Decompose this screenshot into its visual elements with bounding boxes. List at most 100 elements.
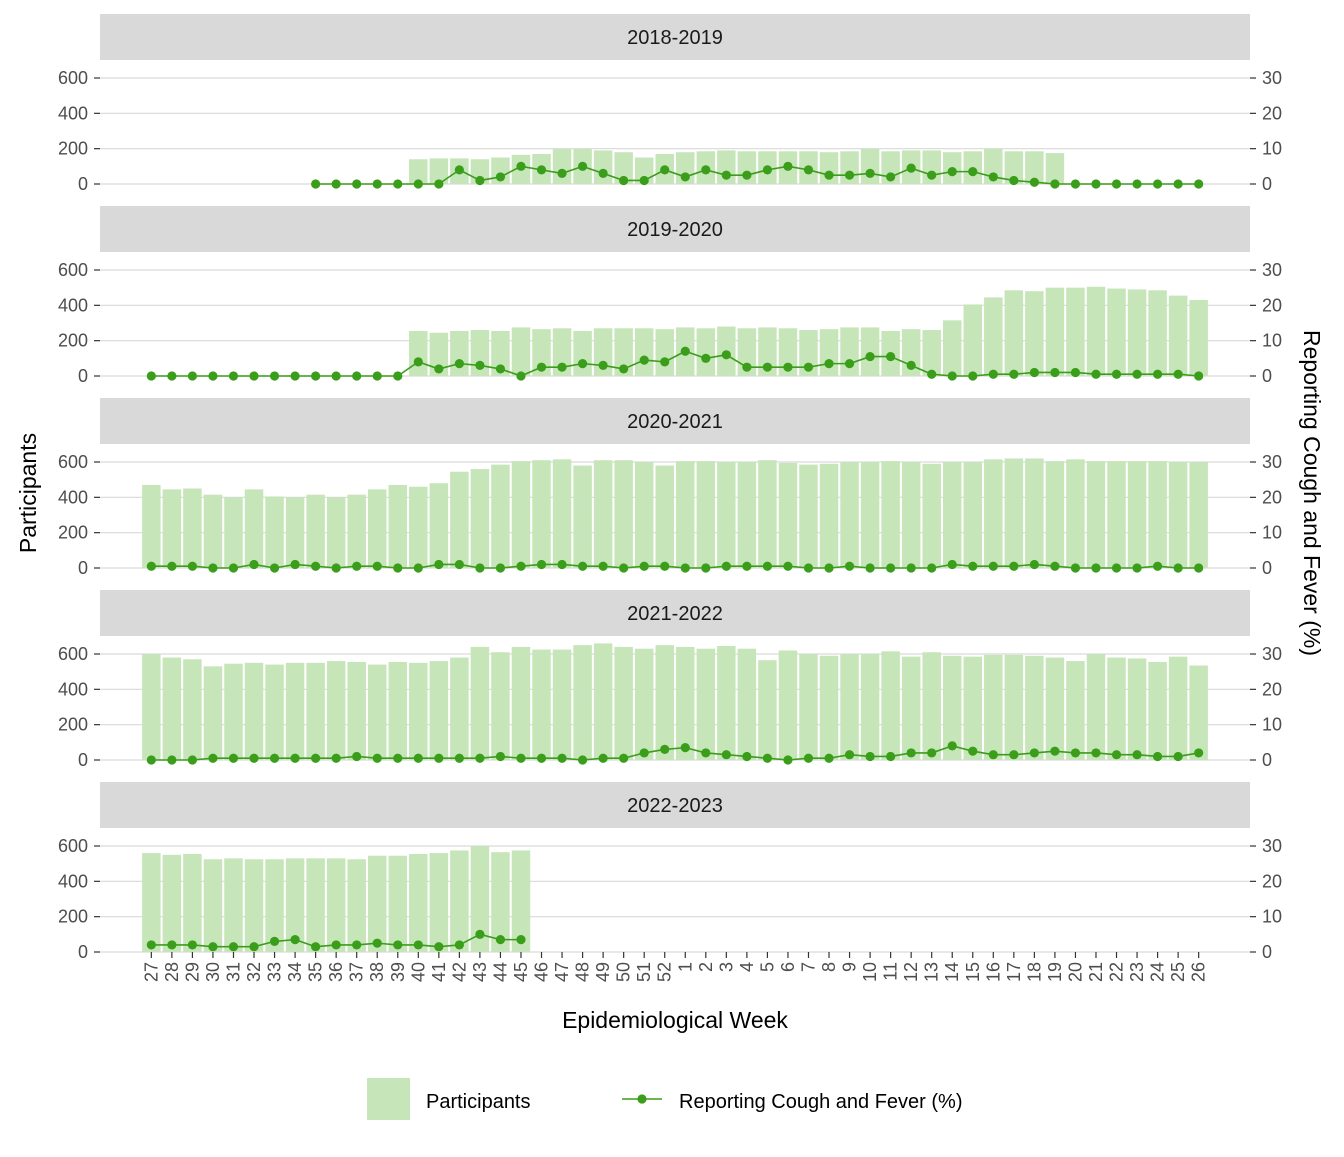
- cough-fever-point: [372, 561, 382, 571]
- participants-bar: [1086, 286, 1106, 376]
- participants-bar: [388, 855, 408, 952]
- participants-bar: [142, 853, 161, 952]
- participants-bar: [1066, 661, 1085, 760]
- cough-fever-point: [721, 350, 731, 360]
- participants-bar: [984, 297, 1003, 376]
- participants-bar: [183, 853, 202, 952]
- x-tick-label: 42: [449, 962, 469, 982]
- participants-bar: [758, 460, 777, 568]
- cough-fever-point: [906, 748, 916, 758]
- right-tick-label: 10: [1262, 331, 1282, 351]
- left-tick-label: 0: [78, 174, 88, 194]
- cough-fever-point: [249, 753, 259, 763]
- cough-fever-point: [434, 179, 444, 189]
- participants-bar: [737, 648, 757, 760]
- right-tick-label: 0: [1262, 366, 1272, 386]
- cough-fever-point: [865, 168, 875, 178]
- cough-fever-point: [249, 371, 259, 381]
- x-tick-label: 35: [306, 962, 326, 982]
- cough-fever-point: [393, 563, 403, 573]
- participants-bar: [429, 853, 449, 952]
- cough-fever-point: [824, 359, 834, 369]
- x-tick-label: 25: [1168, 962, 1188, 982]
- left-tick-label: 400: [58, 871, 88, 891]
- cough-fever-point: [1070, 563, 1081, 573]
- cough-fever-point: [495, 364, 506, 374]
- participants-bar: [799, 464, 818, 568]
- participants-bar: [1045, 461, 1065, 568]
- panel-strip-label: 2022-2023: [627, 795, 723, 817]
- participants-bar: [285, 497, 305, 568]
- cough-fever-point: [968, 746, 978, 756]
- right-tick-label: 10: [1262, 523, 1282, 543]
- cough-fever-point: [701, 165, 711, 175]
- cough-fever-point: [1009, 750, 1019, 760]
- x-tick-label: 31: [223, 962, 243, 982]
- participants-bar: [717, 462, 736, 568]
- cough-fever-point: [824, 753, 834, 763]
- cough-fever-point: [475, 175, 485, 186]
- cough-fever-point: [269, 371, 280, 381]
- participants-bar: [1086, 461, 1106, 568]
- participants-bar: [942, 462, 962, 568]
- participants-bar: [511, 461, 531, 568]
- participants-bar: [778, 328, 798, 376]
- left-tick-label: 200: [58, 907, 88, 927]
- cough-fever-point: [454, 753, 464, 763]
- cough-fever-point: [1152, 369, 1163, 379]
- participants-bar: [860, 654, 880, 760]
- x-tick-label: 24: [1148, 962, 1168, 982]
- panel-2019-2020: 2019-2020 0 200 400 600 0 10 20 30: [58, 206, 1282, 386]
- cough-fever-point: [516, 371, 526, 381]
- x-tick-label: 8: [819, 962, 839, 972]
- cough-fever-point: [988, 369, 998, 379]
- cough-fever-point: [598, 360, 608, 370]
- x-tick-label: 48: [573, 962, 593, 982]
- cough-fever-point: [372, 371, 382, 381]
- participants-bar: [532, 649, 551, 760]
- participants-bar: [881, 651, 900, 760]
- participants-bar: [326, 497, 346, 568]
- right-tick-label: 20: [1262, 487, 1282, 507]
- cough-fever-point: [557, 559, 567, 570]
- participants-bar: [984, 459, 1003, 568]
- participants-bar: [758, 327, 777, 376]
- legend: Participants Reporting Cough and Fever (%…: [367, 1078, 962, 1120]
- participants-bar: [1066, 287, 1085, 376]
- cough-fever-point: [844, 359, 855, 369]
- cough-fever-point: [228, 563, 239, 573]
- cough-fever-point: [434, 559, 444, 570]
- participants-bar: [511, 327, 531, 376]
- cough-fever-point: [372, 179, 382, 189]
- left-tick-label: 200: [58, 331, 88, 351]
- x-tick-label: 36: [326, 962, 346, 982]
- cough-fever-point: [1070, 748, 1081, 758]
- right-axis-title: Reporting Cough and Fever (%): [1299, 330, 1325, 656]
- x-tick-label: 18: [1024, 962, 1044, 982]
- participants-bar: [1004, 290, 1024, 376]
- cough-fever-point: [927, 563, 937, 573]
- panel-strip-label: 2020-2021: [627, 411, 723, 433]
- participants-bar: [696, 648, 716, 760]
- participants-bar: [922, 150, 941, 184]
- participants-bar: [840, 654, 859, 760]
- participants-bar: [573, 465, 592, 568]
- right-tick-label: 0: [1262, 558, 1272, 578]
- cough-fever-point: [228, 371, 239, 381]
- cough-fever-point: [968, 371, 978, 381]
- cough-fever-point: [208, 753, 218, 763]
- cough-fever-point: [311, 942, 321, 952]
- x-tick-label: 26: [1189, 962, 1209, 982]
- x-tick-label: 22: [1107, 962, 1127, 982]
- participants-bar: [347, 859, 366, 952]
- participants-bar: [367, 489, 387, 568]
- x-tick-label: 40: [408, 962, 428, 982]
- cough-fever-point: [660, 357, 670, 367]
- participants-bar: [162, 854, 182, 952]
- participants-bar: [1045, 153, 1065, 184]
- left-tick-label: 400: [58, 103, 88, 123]
- cough-fever-point: [393, 753, 403, 763]
- cough-fever-point: [393, 940, 403, 950]
- cough-fever-point: [803, 563, 814, 573]
- cough-fever-point: [495, 172, 506, 182]
